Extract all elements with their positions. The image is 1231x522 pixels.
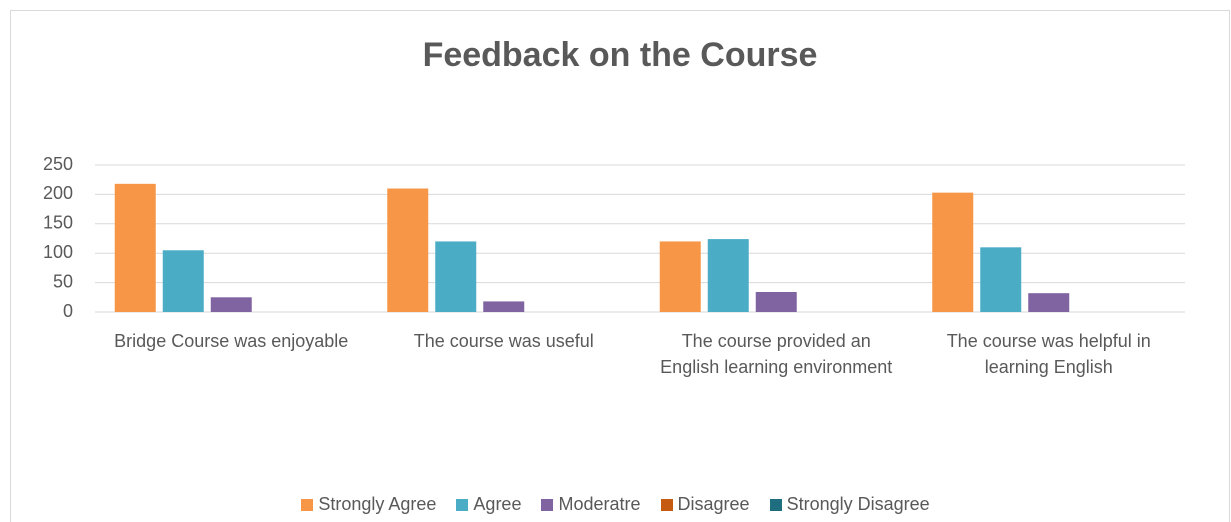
- y-tick-label: 200: [43, 183, 73, 203]
- y-tick-label: 250: [43, 154, 73, 174]
- legend-item: Agree: [456, 494, 521, 515]
- y-tick-label: 150: [43, 213, 73, 233]
- legend-label: Strongly Disagree: [786, 494, 930, 514]
- legend-label: Strongly Agree: [318, 494, 437, 514]
- y-tick-label: 0: [63, 301, 73, 321]
- y-tick-label: 50: [53, 271, 73, 291]
- bar: [435, 241, 477, 312]
- bar: [932, 192, 974, 312]
- legend-label: Agree: [473, 494, 522, 514]
- legend-swatch: [769, 498, 782, 511]
- legend-item: Strongly Disagree: [769, 494, 930, 515]
- legend-item: Strongly Agree: [301, 494, 436, 515]
- bar: [387, 188, 429, 312]
- bar: [114, 183, 156, 312]
- legend-swatch: [541, 498, 554, 511]
- bar: [1028, 293, 1070, 312]
- x-tick-label: The course was useful: [413, 331, 594, 351]
- legend-label: Disagree: [677, 494, 750, 514]
- chart-title: Feedback on the Course: [423, 36, 818, 74]
- legend-swatch: [660, 498, 673, 511]
- legend-swatch: [301, 498, 314, 511]
- bar: [659, 241, 701, 312]
- bar: [707, 239, 749, 312]
- x-tick-label: The course provided an English learning …: [660, 331, 893, 377]
- legend: Strongly Agree Agree Moderatre Disagree Stro…: [0, 494, 1231, 515]
- legend-swatch: [456, 498, 469, 511]
- x-tick-label: Bridge Course was enjoyable: [114, 331, 349, 351]
- bar: [210, 297, 252, 312]
- legend-item: Disagree: [660, 494, 750, 515]
- bar: [483, 301, 525, 312]
- chart-frame: [10, 10, 1230, 522]
- legend-label: Moderatre: [558, 494, 641, 514]
- legend-item: Moderatre: [541, 494, 641, 515]
- y-tick-label: 100: [43, 242, 73, 262]
- x-tick-label: The course was helpful in learning Engli…: [946, 331, 1151, 377]
- bar: [162, 250, 204, 312]
- bar: [755, 292, 797, 312]
- bar: [980, 247, 1022, 312]
